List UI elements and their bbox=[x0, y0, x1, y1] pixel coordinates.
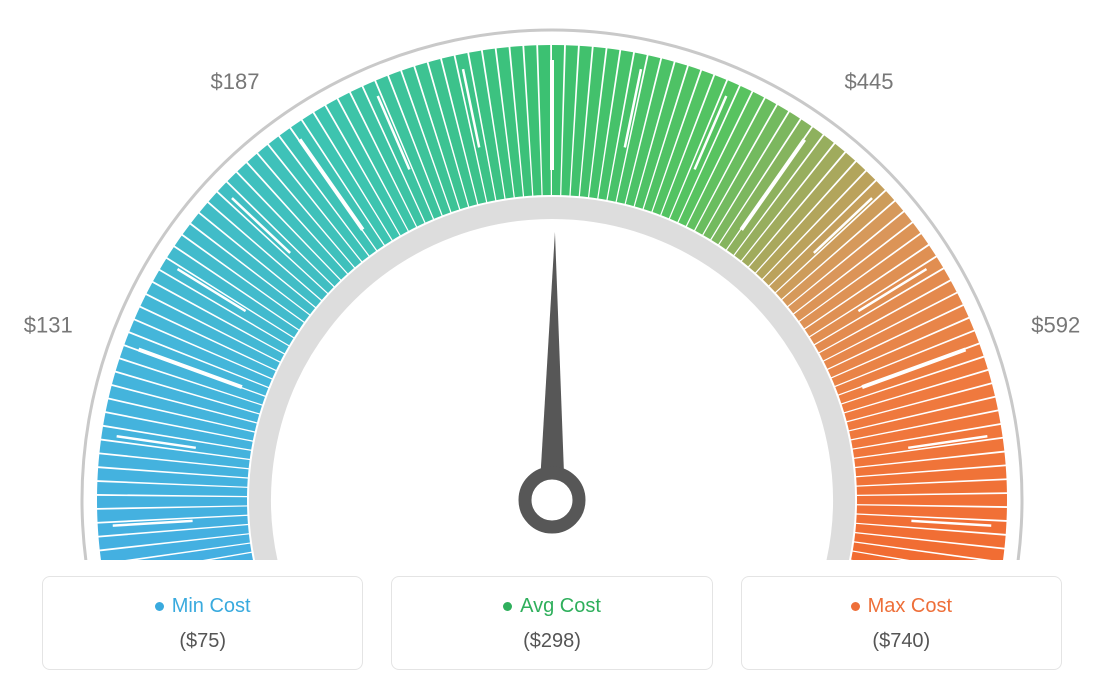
chart-container: $75$131$187$298$445$592$740 Min Cost ($7… bbox=[0, 0, 1104, 690]
gauge-scale-label: $445 bbox=[845, 69, 894, 94]
legend-card-max: Max Cost ($740) bbox=[741, 576, 1062, 670]
legend-card-avg: Avg Cost ($298) bbox=[391, 576, 712, 670]
legend-title-max: Max Cost bbox=[851, 595, 952, 618]
legend-value-avg: ($298) bbox=[402, 630, 701, 653]
legend-title-avg: Avg Cost bbox=[503, 595, 601, 618]
legend-label-min: Min Cost bbox=[172, 595, 251, 618]
legend-dot-min bbox=[155, 602, 164, 611]
legend-card-min: Min Cost ($75) bbox=[42, 576, 363, 670]
gauge-needle-hub bbox=[525, 473, 579, 527]
legend-value-min: ($75) bbox=[53, 630, 352, 653]
legend-value-max: ($740) bbox=[752, 630, 1051, 653]
legend-title-min: Min Cost bbox=[155, 595, 251, 618]
legend-row: Min Cost ($75) Avg Cost ($298) Max Cost … bbox=[42, 576, 1062, 670]
gauge-scale-label: $298 bbox=[528, 0, 577, 2]
legend-label-avg: Avg Cost bbox=[520, 595, 601, 618]
gauge-scale-label: $187 bbox=[211, 69, 260, 94]
gauge-chart: $75$131$187$298$445$592$740 bbox=[0, 0, 1104, 560]
gauge-scale-label: $131 bbox=[24, 313, 73, 338]
legend-dot-avg bbox=[503, 602, 512, 611]
gauge-needle bbox=[539, 232, 565, 500]
gauge-svg: $75$131$187$298$445$592$740 bbox=[0, 0, 1104, 560]
legend-label-max: Max Cost bbox=[868, 595, 952, 618]
gauge-scale-label: $592 bbox=[1031, 313, 1080, 338]
legend-dot-max bbox=[851, 602, 860, 611]
